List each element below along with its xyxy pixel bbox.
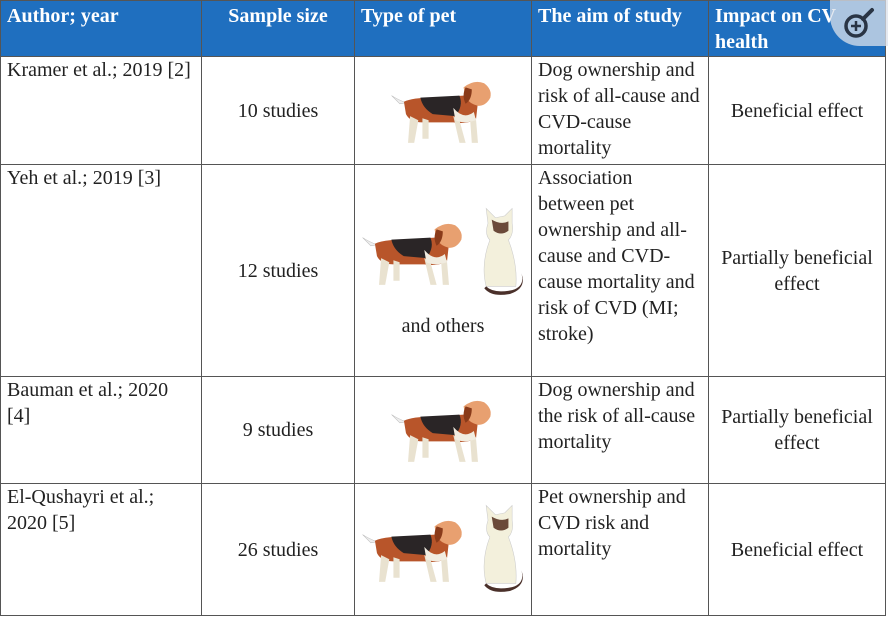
table-row: Yeh et al.; 2019 [3] 12 studies and othe…: [0, 164, 886, 377]
pet-type-cell: [354, 483, 532, 616]
sample-size-cell: 26 studies: [201, 483, 355, 616]
aim-cell: Pet ownership and CVD risk and mortality: [531, 483, 709, 616]
impact-cell: Partially beneficial effect: [708, 164, 886, 377]
pet-type-cell: [354, 56, 532, 165]
cat-icon: [483, 504, 524, 592]
author-year-cell: Bauman et al.; 2020 [4]: [0, 376, 202, 484]
dog-icon: [362, 222, 463, 285]
table-row: Bauman et al.; 2020 [4] 9 studies Dog ow…: [0, 376, 886, 484]
zoom-in-icon: [844, 8, 874, 38]
sample-size-cell: 10 studies: [201, 56, 355, 165]
author-year-cell: El-Qushayri et al.; 2020 [5]: [0, 483, 202, 616]
impact-cell: Partially beneficial effect: [708, 376, 886, 484]
aim-cell: Association between pet ownership and al…: [531, 164, 709, 377]
aim-cell: Dog ownership and risk of all-cause and …: [531, 56, 709, 165]
dog-icon: [362, 519, 463, 582]
pet-note: and others: [401, 314, 485, 337]
header-aim-of-study: The aim of study: [531, 0, 709, 57]
zoom-in-button[interactable]: [830, 0, 888, 46]
impact-cell: Beneficial effect: [708, 56, 886, 165]
header-author-year: Author; year: [0, 0, 202, 57]
pet-type-cell: and others: [354, 164, 532, 377]
author-year-cell: Kramer et al.; 2019 [2]: [0, 56, 202, 165]
sample-size-cell: 12 studies: [201, 164, 355, 377]
table-row: El-Qushayri et al.; 2020 [5] 26 studies …: [0, 483, 886, 616]
cat-icon: [483, 207, 524, 295]
dog-icon: [391, 400, 492, 463]
aim-cell: Dog ownership and the risk of all-cause …: [531, 376, 709, 484]
table-row: Kramer et al.; 2019 [2] 10 studies Dog o…: [0, 56, 886, 165]
pet-type-cell: [354, 376, 532, 484]
dog-icon: [391, 80, 492, 143]
header-row: Author; year Sample size Type of pet The…: [0, 0, 886, 57]
sample-size-cell: 9 studies: [201, 376, 355, 484]
impact-cell: Beneficial effect: [708, 483, 886, 616]
header-sample-size: Sample size: [201, 0, 355, 57]
author-year-cell: Yeh et al.; 2019 [3]: [0, 164, 202, 377]
header-type-of-pet: Type of pet: [354, 0, 532, 57]
